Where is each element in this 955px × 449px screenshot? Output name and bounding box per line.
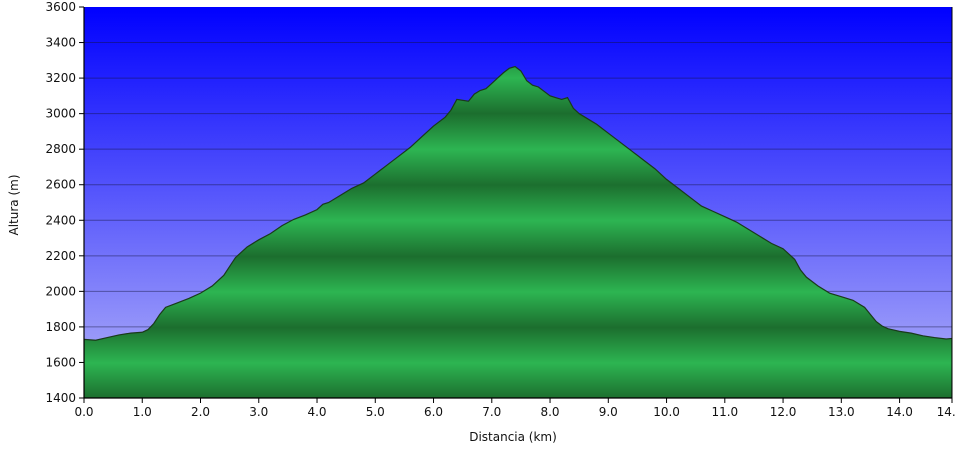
x-tick-label: 4.0	[307, 405, 326, 419]
y-tick-label: 2600	[45, 178, 76, 192]
x-tick-label: 14.9	[937, 405, 955, 419]
y-tick-label: 2000	[45, 284, 76, 298]
y-tick-label: 3600	[45, 0, 76, 14]
x-tick-label: 0.0	[74, 405, 93, 419]
y-tick-label: 1400	[45, 391, 76, 405]
x-tick-label: 14.0	[886, 405, 913, 419]
x-tick-label: 13.0	[828, 405, 855, 419]
elevation-area	[84, 65, 952, 398]
x-tick-label: 8.0	[540, 405, 559, 419]
axes	[83, 7, 953, 399]
x-tick-label: 10.0	[653, 405, 680, 419]
y-tick-label: 2200	[45, 249, 76, 263]
y-tick-label: 1600	[45, 355, 76, 369]
y-tick-label: 1800	[45, 320, 76, 334]
x-tick-label: 1.0	[133, 405, 152, 419]
y-tick-label: 2400	[45, 213, 76, 227]
x-tick-label: 5.0	[366, 405, 385, 419]
y-tick-label: 3000	[45, 107, 76, 121]
y-tick-label: 3200	[45, 71, 76, 85]
x-axis-title: Distancia (km)	[469, 430, 557, 444]
y-tick-label: 3400	[45, 36, 76, 50]
y-axis-title: Altura (m)	[7, 174, 21, 235]
x-tick-label: 9.0	[599, 405, 618, 419]
y-tick-label: 2800	[45, 142, 76, 156]
x-tick-label: 2.0	[191, 405, 210, 419]
y-axis-ticks: 1400 1600 1800 2000 2200 2400 2600 2800 3000 3200…	[45, 0, 84, 405]
x-tick-label: 3.0	[249, 405, 268, 419]
x-tick-label: 12.0	[770, 405, 797, 419]
x-axis-ticks: 0.0 1.0 2.0 3.0 4.0 5.0 6.0 7.0 8.0 9.0 10.0 11.0 12…	[74, 398, 955, 419]
x-tick-label: 11.0	[711, 405, 738, 419]
x-tick-label: 7.0	[482, 405, 501, 419]
x-tick-label: 6.0	[424, 405, 443, 419]
